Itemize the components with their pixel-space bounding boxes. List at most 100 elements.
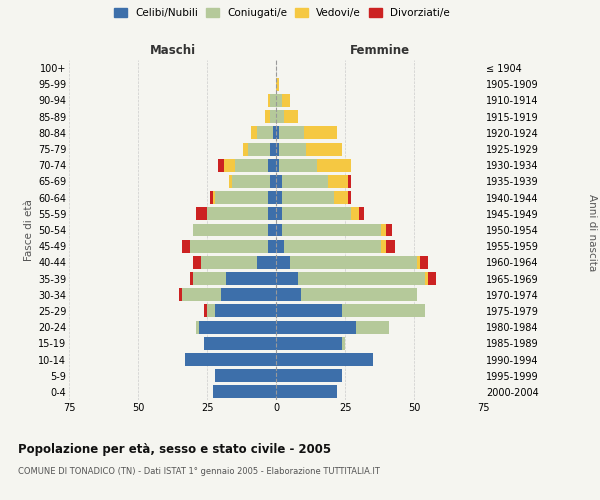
Bar — [204, 304, 207, 318]
Bar — [342, 337, 345, 350]
Bar — [317, 159, 350, 172]
Bar — [271, 110, 276, 123]
Bar — [281, 175, 328, 188]
Bar — [212, 191, 215, 204]
Bar — [276, 353, 373, 366]
Bar — [428, 272, 436, 285]
Text: Femmine: Femmine — [349, 44, 410, 57]
Bar — [381, 224, 386, 236]
Bar — [226, 272, 276, 285]
Bar — [207, 208, 268, 220]
Bar — [304, 126, 337, 140]
Bar — [276, 159, 279, 172]
Bar — [386, 224, 392, 236]
Bar — [276, 386, 337, 398]
Bar — [251, 126, 257, 140]
Bar — [271, 94, 276, 107]
Bar — [190, 240, 268, 252]
Text: Popolazione per età, sesso e stato civile - 2005: Popolazione per età, sesso e stato civil… — [18, 442, 331, 456]
Bar — [276, 369, 342, 382]
Bar — [268, 224, 276, 236]
Text: Maschi: Maschi — [149, 44, 196, 57]
Y-axis label: Fasce di età: Fasce di età — [23, 199, 34, 261]
Bar — [271, 175, 276, 188]
Bar — [281, 224, 381, 236]
Bar — [268, 159, 276, 172]
Bar — [334, 191, 348, 204]
Bar — [268, 240, 276, 252]
Bar — [417, 256, 419, 269]
Bar — [276, 288, 301, 301]
Bar — [182, 288, 221, 301]
Bar — [276, 175, 281, 188]
Bar — [271, 142, 276, 156]
Bar — [193, 272, 226, 285]
Bar — [218, 159, 224, 172]
Bar — [381, 240, 386, 252]
Bar — [290, 256, 417, 269]
Bar — [301, 288, 417, 301]
Bar — [276, 337, 342, 350]
Bar — [243, 142, 248, 156]
Bar — [284, 240, 381, 252]
Bar — [193, 256, 202, 269]
Bar — [273, 126, 276, 140]
Bar — [279, 159, 317, 172]
Bar — [268, 208, 276, 220]
Bar — [196, 208, 207, 220]
Bar — [279, 142, 307, 156]
Bar — [224, 159, 235, 172]
Bar — [279, 126, 304, 140]
Bar — [281, 94, 290, 107]
Bar — [204, 337, 276, 350]
Bar — [342, 304, 425, 318]
Bar — [221, 288, 276, 301]
Bar — [307, 142, 342, 156]
Legend: Celibi/Nubili, Coniugati/e, Vedovi/e, Divorziati/e: Celibi/Nubili, Coniugati/e, Vedovi/e, Di… — [114, 8, 450, 18]
Bar — [212, 386, 276, 398]
Bar — [276, 304, 342, 318]
Bar — [281, 191, 334, 204]
Bar — [276, 110, 284, 123]
Bar — [196, 320, 199, 334]
Bar — [215, 191, 268, 204]
Bar — [276, 78, 279, 91]
Bar — [298, 272, 425, 285]
Bar — [284, 110, 298, 123]
Bar — [268, 94, 271, 107]
Bar — [268, 191, 276, 204]
Bar — [276, 191, 281, 204]
Bar — [328, 175, 348, 188]
Bar — [207, 304, 215, 318]
Text: Anni di nascita: Anni di nascita — [587, 194, 597, 271]
Bar — [356, 320, 389, 334]
Bar — [229, 175, 232, 188]
Bar — [210, 191, 212, 204]
Bar — [232, 175, 271, 188]
Bar — [281, 208, 350, 220]
Bar — [248, 142, 271, 156]
Bar — [257, 126, 273, 140]
Bar — [276, 94, 281, 107]
Bar — [276, 224, 281, 236]
Bar — [190, 272, 193, 285]
Bar — [425, 272, 428, 285]
Bar — [265, 110, 271, 123]
Bar — [276, 240, 284, 252]
Bar — [182, 240, 190, 252]
Bar — [276, 208, 281, 220]
Bar — [359, 208, 364, 220]
Bar — [348, 191, 350, 204]
Bar — [257, 256, 276, 269]
Bar — [276, 256, 290, 269]
Bar — [386, 240, 395, 252]
Bar — [185, 353, 276, 366]
Bar — [276, 142, 279, 156]
Bar — [276, 272, 298, 285]
Bar — [202, 256, 257, 269]
Text: COMUNE DI TONADICO (TN) - Dati ISTAT 1° gennaio 2005 - Elaborazione TUTTITALIA.I: COMUNE DI TONADICO (TN) - Dati ISTAT 1° … — [18, 468, 380, 476]
Bar — [179, 288, 182, 301]
Bar — [419, 256, 428, 269]
Bar — [215, 304, 276, 318]
Bar — [215, 369, 276, 382]
